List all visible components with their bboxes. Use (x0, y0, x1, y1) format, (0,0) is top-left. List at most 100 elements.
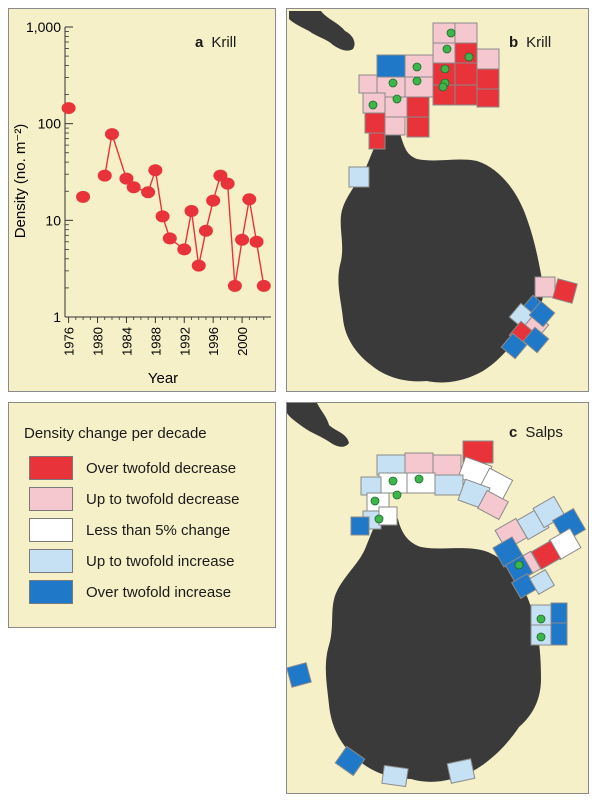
sample-dot (536, 614, 546, 624)
map-cell (286, 662, 312, 688)
salps-sample-dots (370, 474, 546, 642)
sample-dot (414, 474, 424, 484)
map-cell (348, 166, 370, 188)
data-point (162, 232, 177, 245)
map-cell (534, 276, 556, 298)
x-tick-label: 1980 (91, 327, 106, 356)
legend-panel: Density change per decade Over twofold d… (8, 402, 276, 628)
map-cell (477, 489, 509, 521)
data-point (61, 102, 76, 115)
map-cell (454, 22, 478, 44)
antarctica-landmass (338, 125, 544, 383)
map-cell (529, 569, 555, 595)
map-cell (522, 326, 550, 354)
map-cell (476, 68, 500, 90)
legend-label: Up to twofold increase (86, 552, 235, 570)
chart-marks (61, 102, 271, 292)
map-cell (334, 745, 366, 777)
sample-dot (368, 100, 378, 110)
data-point (191, 259, 206, 272)
data-point (126, 181, 141, 194)
legend-swatch (29, 580, 73, 604)
panel-a-letter: a (195, 34, 204, 51)
krill-map-svg: b Krill (289, 11, 578, 383)
plot-area (65, 27, 271, 317)
panel-a-title: a Krill (195, 34, 236, 51)
legend-label: Up to twofold decrease (86, 490, 240, 508)
map-cell (432, 454, 462, 476)
data-point (76, 190, 91, 203)
sample-dot (374, 514, 384, 524)
panel-b-letter: b (509, 34, 518, 51)
legend-label: Over twofold decrease (86, 459, 237, 477)
sample-dot (440, 64, 450, 74)
sample-dot (370, 496, 380, 506)
salps-map-svg: c Salps (286, 403, 587, 788)
map-cell (550, 602, 568, 624)
data-point (198, 224, 213, 237)
data-point (97, 169, 112, 182)
y-axis-label: Density (no. m⁻²) (12, 124, 29, 239)
sample-dot (388, 476, 398, 486)
map-cell (376, 54, 406, 78)
sample-dot (388, 78, 398, 88)
y-tick-label: 1 (53, 309, 61, 325)
map-cell (406, 116, 430, 138)
sample-dot (392, 490, 402, 500)
sample-dot (392, 94, 402, 104)
data-point (249, 235, 264, 248)
legend-item-up-to-twofold-decrease: Up to twofold decrease (29, 487, 239, 511)
sample-dot (412, 62, 422, 72)
data-point (235, 233, 250, 246)
x-axis-label: Year (148, 370, 178, 387)
legend-title: Density change per decade (24, 425, 207, 442)
map-cell (476, 48, 500, 70)
map-cell (550, 622, 568, 646)
map-cell (434, 474, 464, 496)
map-cell (384, 116, 406, 136)
krill-grid-cells (348, 22, 578, 360)
map-cell (446, 758, 476, 784)
sample-dot (438, 82, 448, 92)
y-tick-label: 100 (38, 116, 62, 132)
map-cell (404, 452, 434, 474)
panel-c-salps-map: c Salps (286, 402, 589, 794)
antarctica-landmass (325, 511, 541, 782)
map-cell (406, 96, 430, 118)
panel-b-title-text: Krill (526, 34, 551, 51)
data-point (227, 279, 242, 292)
sample-dot (464, 52, 474, 62)
legend-label: Over twofold increase (86, 583, 232, 601)
data-point (242, 193, 257, 206)
data-point (148, 164, 163, 177)
legend-item-over-twofold-increase: Over twofold increase (29, 580, 231, 604)
map-cell (500, 332, 528, 360)
data-point (104, 128, 119, 141)
salps-grid-cells (286, 440, 587, 788)
x-tick-label: 2000 (235, 327, 250, 356)
panel-a-krill-density-chart: 1 10 100 1,000 1976 1980 1984 1988 1992 1996 2000 … (8, 8, 276, 392)
panel-a-title-text: Krill (211, 34, 236, 51)
data-point (184, 204, 199, 217)
x-tick-label: 1988 (148, 327, 163, 356)
legend-swatch (29, 456, 73, 480)
x-tick-label: 1992 (177, 327, 192, 356)
legend-swatch (29, 518, 73, 542)
krill-sample-dots (368, 28, 474, 110)
legend-item-up-to-twofold-increase: Up to twofold increase (29, 549, 234, 573)
panel-c-title-text: Salps (525, 424, 563, 441)
map-cell (350, 516, 370, 536)
panel-c-title: c Salps (509, 424, 563, 441)
x-tick-label: 1976 (62, 327, 77, 356)
south-america-tip (289, 11, 355, 51)
data-point (206, 194, 221, 207)
south-america-tip (287, 403, 349, 447)
legend-swatch (29, 487, 73, 511)
map-cell (454, 84, 478, 106)
sample-dot (442, 44, 452, 54)
map-cell (454, 62, 478, 86)
data-point (220, 177, 235, 190)
map-cell (552, 278, 578, 304)
sample-dot (412, 76, 422, 86)
